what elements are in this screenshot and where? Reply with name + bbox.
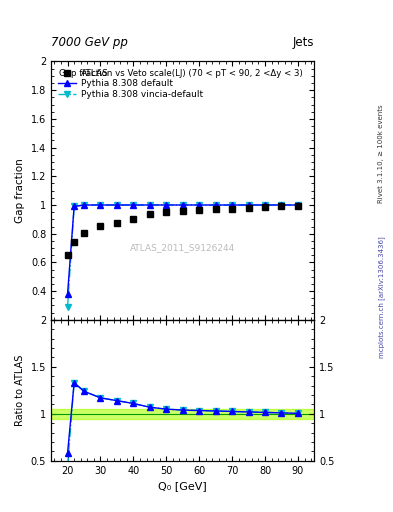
- Pythia 8.308 vincia-default: [115, 202, 119, 208]
- ATLAS: [98, 223, 103, 229]
- Text: ATLAS_2011_S9126244: ATLAS_2011_S9126244: [130, 243, 235, 252]
- Text: Gap fraction vs Veto scale(LJ) (70 < pT < 90, 2 <Δy < 3): Gap fraction vs Veto scale(LJ) (70 < pT …: [59, 69, 303, 78]
- ATLAS: [72, 239, 77, 245]
- ATLAS: [246, 205, 251, 211]
- ATLAS: [147, 211, 152, 218]
- Pythia 8.308 vincia-default: [147, 202, 152, 208]
- Pythia 8.308 default: [147, 202, 152, 208]
- Pythia 8.308 vincia-default: [180, 202, 185, 208]
- ATLAS: [180, 208, 185, 214]
- X-axis label: Q₀ [GeV]: Q₀ [GeV]: [158, 481, 207, 491]
- ATLAS: [230, 205, 235, 211]
- Pythia 8.308 default: [230, 202, 235, 208]
- ATLAS: [82, 230, 86, 236]
- Legend: ATLAS, Pythia 8.308 default, Pythia 8.308 vincia-default: ATLAS, Pythia 8.308 default, Pythia 8.30…: [55, 66, 206, 102]
- Pythia 8.308 vincia-default: [82, 202, 86, 208]
- Text: mcplots.cern.ch [arXiv:1306.3436]: mcplots.cern.ch [arXiv:1306.3436]: [378, 236, 385, 358]
- Pythia 8.308 default: [164, 202, 169, 208]
- Pythia 8.308 vincia-default: [98, 202, 103, 208]
- Pythia 8.308 vincia-default: [131, 202, 136, 208]
- Bar: [51, 409, 314, 418]
- Pythia 8.308 default: [213, 202, 218, 208]
- Pythia 8.308 default: [296, 202, 300, 208]
- Line: ATLAS: ATLAS: [65, 203, 301, 258]
- ATLAS: [65, 251, 70, 258]
- Pythia 8.308 default: [180, 202, 185, 208]
- Pythia 8.308 default: [246, 202, 251, 208]
- ATLAS: [296, 203, 300, 209]
- Pythia 8.308 default: [72, 203, 77, 209]
- ATLAS: [213, 206, 218, 212]
- Pythia 8.308 default: [197, 202, 202, 208]
- ATLAS: [279, 203, 284, 209]
- Pythia 8.308 vincia-default: [230, 202, 235, 208]
- Pythia 8.308 default: [131, 202, 136, 208]
- ATLAS: [115, 220, 119, 226]
- ATLAS: [164, 209, 169, 215]
- Pythia 8.308 vincia-default: [164, 202, 169, 208]
- Pythia 8.308 vincia-default: [263, 202, 267, 208]
- Line: Pythia 8.308 vincia-default: Pythia 8.308 vincia-default: [65, 202, 301, 310]
- Y-axis label: Gap fraction: Gap fraction: [15, 158, 25, 223]
- Text: Rivet 3.1.10, ≥ 100k events: Rivet 3.1.10, ≥ 100k events: [378, 104, 384, 203]
- ATLAS: [131, 216, 136, 222]
- Y-axis label: Ratio to ATLAS: Ratio to ATLAS: [15, 355, 25, 426]
- Text: 7000 GeV pp: 7000 GeV pp: [51, 36, 128, 49]
- Pythia 8.308 default: [279, 202, 284, 208]
- Pythia 8.308 default: [98, 202, 103, 208]
- ATLAS: [263, 204, 267, 210]
- Pythia 8.308 vincia-default: [213, 202, 218, 208]
- Pythia 8.308 default: [82, 202, 86, 208]
- Pythia 8.308 default: [115, 202, 119, 208]
- Pythia 8.308 vincia-default: [279, 202, 284, 208]
- Pythia 8.308 vincia-default: [246, 202, 251, 208]
- ATLAS: [197, 207, 202, 213]
- Pythia 8.308 vincia-default: [72, 203, 77, 209]
- Pythia 8.308 vincia-default: [296, 202, 300, 208]
- Pythia 8.308 vincia-default: [197, 202, 202, 208]
- Text: Jets: Jets: [293, 36, 314, 49]
- Pythia 8.308 vincia-default: [65, 304, 70, 310]
- Line: Pythia 8.308 default: Pythia 8.308 default: [65, 202, 301, 297]
- Pythia 8.308 default: [263, 202, 267, 208]
- Pythia 8.308 default: [65, 291, 70, 297]
